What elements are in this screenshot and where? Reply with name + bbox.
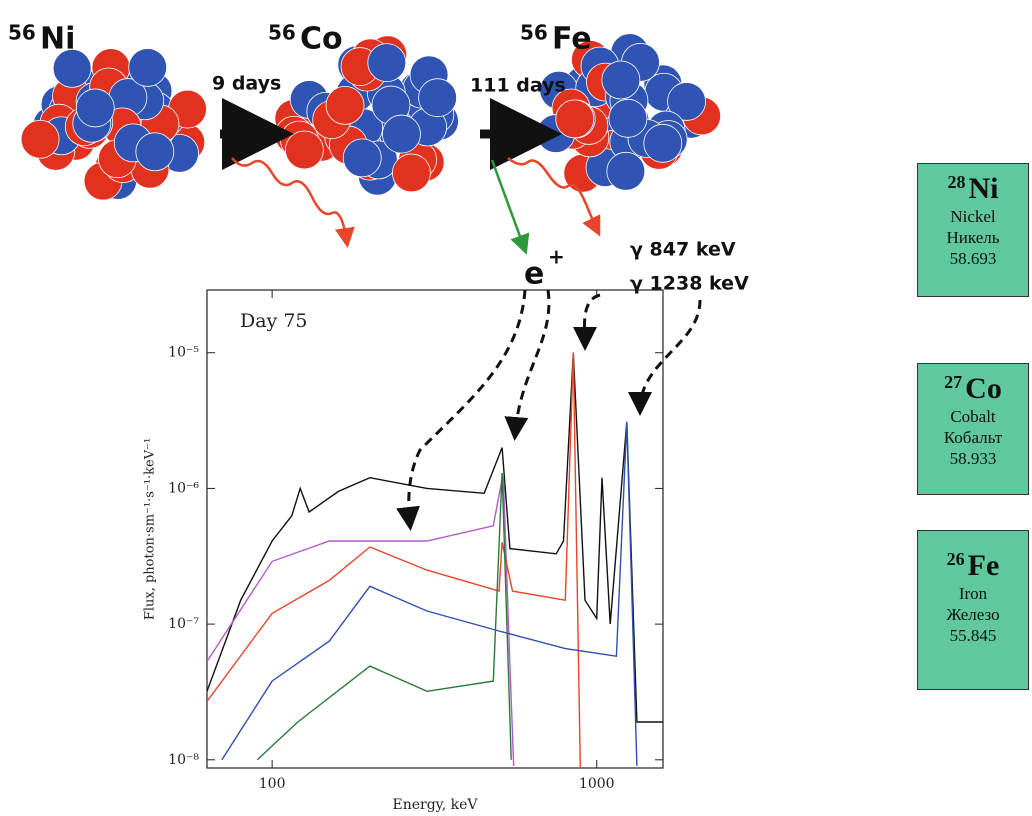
gamma-line-label: γ 847 keV (630, 239, 736, 261)
element-symbol: Ni (969, 172, 999, 205)
isotope-symbol: Fe (552, 22, 592, 57)
pointer-arrow (584, 295, 600, 345)
element-name: Cobalt (918, 406, 1028, 427)
nucleon (136, 133, 174, 171)
gamma-arrow (232, 158, 347, 243)
nucleon (419, 79, 457, 117)
nuclei (21, 34, 721, 200)
y-tick-label: 10⁻⁸ (168, 752, 199, 768)
element-name: Nickel (918, 206, 1028, 227)
nucleon (326, 86, 364, 124)
atomic-mass: 58.933 (918, 448, 1028, 469)
pointer-arrow (515, 290, 549, 435)
atomic-mass: 55.845 (918, 625, 1028, 646)
x-tick-label: 100 (259, 776, 286, 792)
isotope-symbol: Ni (40, 22, 75, 57)
y-tick-label: 10⁻⁵ (168, 345, 199, 361)
atomic-number: 26 (947, 549, 965, 569)
nucleon (607, 152, 645, 190)
spectrum-line (207, 473, 514, 766)
diagram: 56 Ni 56 Co 56 Fe 9 days 111 days e + γ … (0, 0, 1032, 816)
nucleon (644, 124, 682, 162)
atomic-mass: 58.693 (918, 248, 1028, 269)
half-life: 9 days (212, 73, 281, 95)
y-axis-title: Flux, photon·sm⁻¹·s⁻¹·keV⁻¹ (143, 438, 158, 620)
element-name-ru: Никель (918, 227, 1028, 248)
atomic-number: 28 (948, 172, 966, 192)
gamma-line-label: γ 1238 keV (630, 273, 749, 295)
nucleon (609, 99, 647, 137)
element-name-ru: Кобальт (918, 427, 1028, 448)
isotope-mass: 56 (8, 21, 36, 45)
positron-arrow (492, 160, 525, 250)
spectrum-line (207, 353, 663, 722)
nucleon (285, 131, 323, 169)
pointer-arrow (409, 290, 525, 525)
nucleon (556, 100, 594, 138)
half-life: 111 days (470, 75, 566, 97)
plot-frame (207, 290, 663, 768)
positron-charge: + (548, 245, 565, 269)
spectrum-line (207, 353, 580, 768)
nucleon (129, 48, 167, 86)
y-tick-label: 10⁻⁶ (168, 480, 199, 496)
page: 56 Ni 56 Co 56 Fe 9 days 111 days e + γ … (0, 0, 1032, 816)
nucleon (602, 61, 640, 99)
isotope-symbol: Co (300, 22, 343, 57)
spectrum-line (257, 473, 511, 760)
pointer-arrow (640, 300, 700, 410)
nucleon (76, 89, 114, 127)
nucleon (382, 115, 420, 153)
element-name: Iron (918, 583, 1028, 604)
nucleon (392, 154, 430, 192)
plot: 100 1000 10⁻⁸ 10⁻⁷ 10⁻⁶ 10⁻⁵ (168, 290, 663, 792)
element-symbol: Fe (968, 549, 1000, 582)
element-name-ru: Железо (918, 604, 1028, 625)
isotope-mass: 56 (268, 21, 296, 45)
isotope-mass: 56 (520, 21, 548, 45)
nucleon (343, 139, 381, 177)
atomic-number: 27 (944, 372, 962, 392)
y-tick-label: 10⁻⁷ (168, 616, 199, 632)
plot-annotation: Day 75 (240, 310, 308, 332)
nucleon (21, 120, 59, 158)
element-symbol: Co (965, 372, 1002, 405)
x-axis-title: Energy, keV (392, 797, 478, 813)
positron-label: e (524, 257, 544, 292)
x-tick-label: 1000 (579, 776, 615, 792)
nucleon (368, 44, 406, 82)
